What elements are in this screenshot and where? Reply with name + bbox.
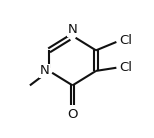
Text: Cl: Cl (119, 34, 132, 47)
Text: Cl: Cl (119, 61, 132, 74)
Text: O: O (67, 108, 78, 121)
Text: N: N (68, 23, 77, 36)
Text: N: N (39, 64, 49, 77)
